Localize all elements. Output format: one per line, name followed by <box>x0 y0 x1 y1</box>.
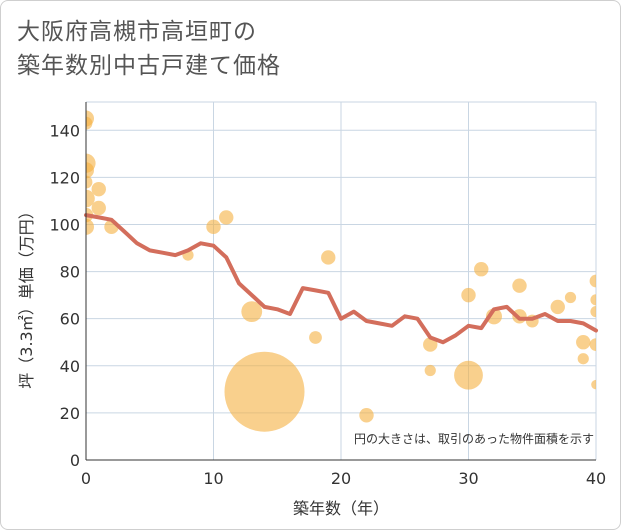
bubble-size-note: 円の大きさは、取引のあった物件面積を示す <box>354 431 594 446</box>
trend-line <box>84 213 598 345</box>
bubble-point <box>576 335 591 350</box>
bubble-point <box>309 331 322 344</box>
bubble-point <box>591 379 596 390</box>
bubble-point <box>224 351 305 432</box>
bubble-point <box>474 262 489 277</box>
x-tick-label: 10 <box>203 469 223 488</box>
title-line-1: 大阪府高槻市高垣町の <box>17 19 257 45</box>
bubble-point <box>512 278 527 293</box>
bubble-point <box>86 189 95 208</box>
bubble-point <box>91 200 106 216</box>
bubble-point <box>454 360 483 390</box>
bubble-point <box>321 250 336 265</box>
y-tick-label: 120 <box>49 168 80 187</box>
title-line-2: 築年数別中古戸建て価格 <box>17 53 281 79</box>
tick-labels: 0 20 40 60 80 100 120 140 0 10 20 30 40 <box>49 121 606 488</box>
x-tick-label: 30 <box>458 469 478 488</box>
bubble-point <box>564 291 577 304</box>
bubble-point <box>550 299 565 315</box>
bubble-point <box>589 274 596 288</box>
bubble-point <box>359 408 374 423</box>
chart-title: 大阪府高槻市高垣町の 築年数別中古戸建て価格 <box>17 15 281 83</box>
y-tick-label: 80 <box>60 263 80 282</box>
trend-line-group <box>84 213 598 345</box>
bubble-point <box>219 210 234 225</box>
bubble-point <box>423 337 438 352</box>
bubble-point <box>91 181 106 197</box>
bubble-point <box>86 218 94 235</box>
y-tick-label: 20 <box>60 404 80 423</box>
bubble-series <box>86 110 596 432</box>
y-tick-label: 140 <box>49 121 80 140</box>
bubble-point <box>461 287 476 303</box>
x-tick-label: 20 <box>331 469 351 488</box>
bubble-point <box>590 294 596 306</box>
y-axis-title: 坪（3.3㎡）単価（万円） <box>17 203 36 388</box>
bubble-point <box>241 301 263 323</box>
y-tick-label: 60 <box>60 310 80 329</box>
x-tick-label: 40 <box>586 469 606 488</box>
y-tick-label: 100 <box>49 215 80 234</box>
bubble-point <box>206 219 221 235</box>
bubble-point <box>590 306 596 318</box>
bubble-point <box>86 175 93 189</box>
bubble-point <box>86 116 93 130</box>
bubble-point <box>86 162 94 179</box>
y-tick-label: 0 <box>70 451 80 470</box>
bubble-point <box>589 338 596 351</box>
bubble-point <box>424 364 436 377</box>
x-tick-label: 0 <box>81 469 91 488</box>
x-axis-title: 築年数（年） <box>293 499 389 518</box>
y-tick-label: 40 <box>60 357 80 376</box>
bubble-point <box>577 353 589 365</box>
axes <box>85 102 596 461</box>
